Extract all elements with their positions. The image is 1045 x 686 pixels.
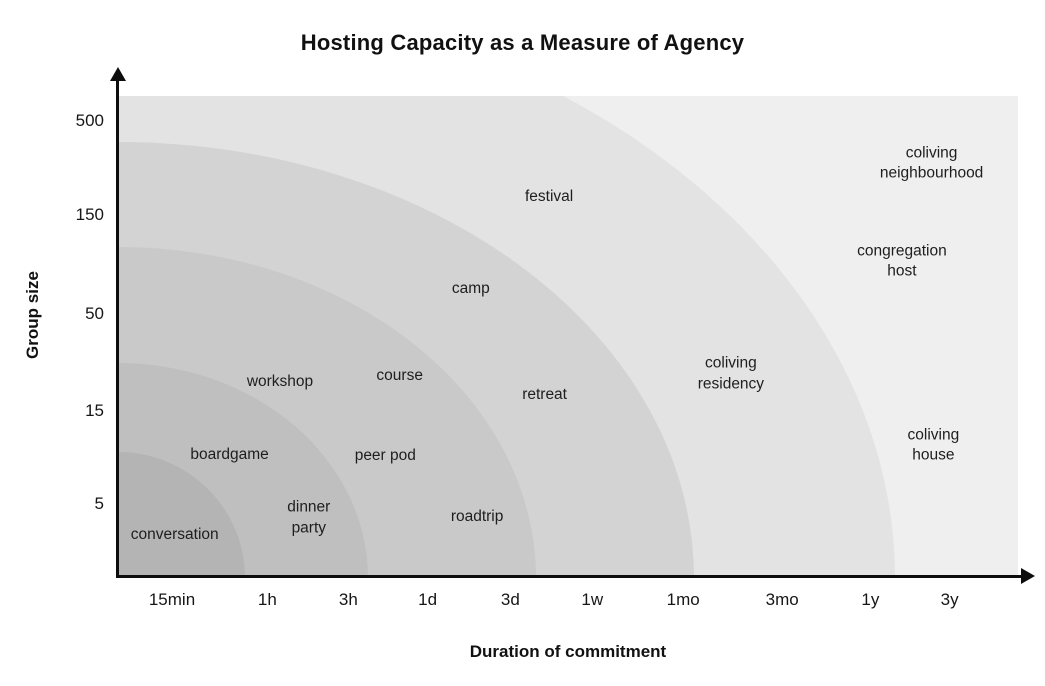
x-axis-arrow-icon <box>1021 568 1035 584</box>
x-tick-15min: 15min <box>148 590 196 609</box>
y-axis-arrow-icon <box>110 67 126 81</box>
point-label-workshop: workshop <box>246 372 314 390</box>
y-tick-15: 15 <box>85 401 104 421</box>
x-axis-title: Duration of commitment <box>469 642 667 661</box>
point-label-festival: festival <box>524 187 574 205</box>
point-label-coliving-neighbourhood: coliving neighbourhood <box>879 144 984 182</box>
x-tick-1mo: 1mo <box>666 590 700 609</box>
plot-area: conversation boardgame dinner party worksho… <box>118 96 1018 578</box>
point-label-roadtrip: roadtrip <box>450 507 504 525</box>
y-tick-5: 5 <box>94 493 104 513</box>
point-label-camp: camp <box>451 279 490 297</box>
point-label-coliving-residency: coliving residency <box>697 354 765 393</box>
y-axis-title: Group size <box>23 271 42 359</box>
point-label-retreat: retreat <box>522 385 567 403</box>
point-label-conversation: conversation <box>130 525 219 543</box>
x-tick-3d: 3d <box>500 590 520 609</box>
point-label-coliving-house: coliving house <box>907 426 960 464</box>
point-label-boardgame: boardgame <box>190 445 269 463</box>
y-tick-150: 150 <box>75 205 104 225</box>
point-label-peer-pod: peer pod <box>354 446 416 464</box>
x-axis-line <box>116 575 1022 578</box>
point-label-dinner-party: dinner party <box>287 498 331 537</box>
y-tick-50: 50 <box>85 303 104 323</box>
x-tick-3h: 3h <box>338 590 358 609</box>
x-tick-3mo: 3mo <box>765 590 799 609</box>
x-tick-1h: 1h <box>257 590 277 609</box>
x-tick-1d: 1d <box>418 590 438 609</box>
chart-title: Hosting Capacity as a Measure of Agency <box>300 30 745 55</box>
x-tick-1y: 1y <box>861 590 880 609</box>
x-tick-3y: 3y <box>940 590 959 609</box>
x-tick-1w: 1w <box>581 590 604 609</box>
point-label-congregation-host: congregation host <box>857 242 947 280</box>
y-tick-500: 500 <box>75 111 104 131</box>
y-axis-line <box>116 80 119 578</box>
point-label-course: course <box>376 366 423 384</box>
